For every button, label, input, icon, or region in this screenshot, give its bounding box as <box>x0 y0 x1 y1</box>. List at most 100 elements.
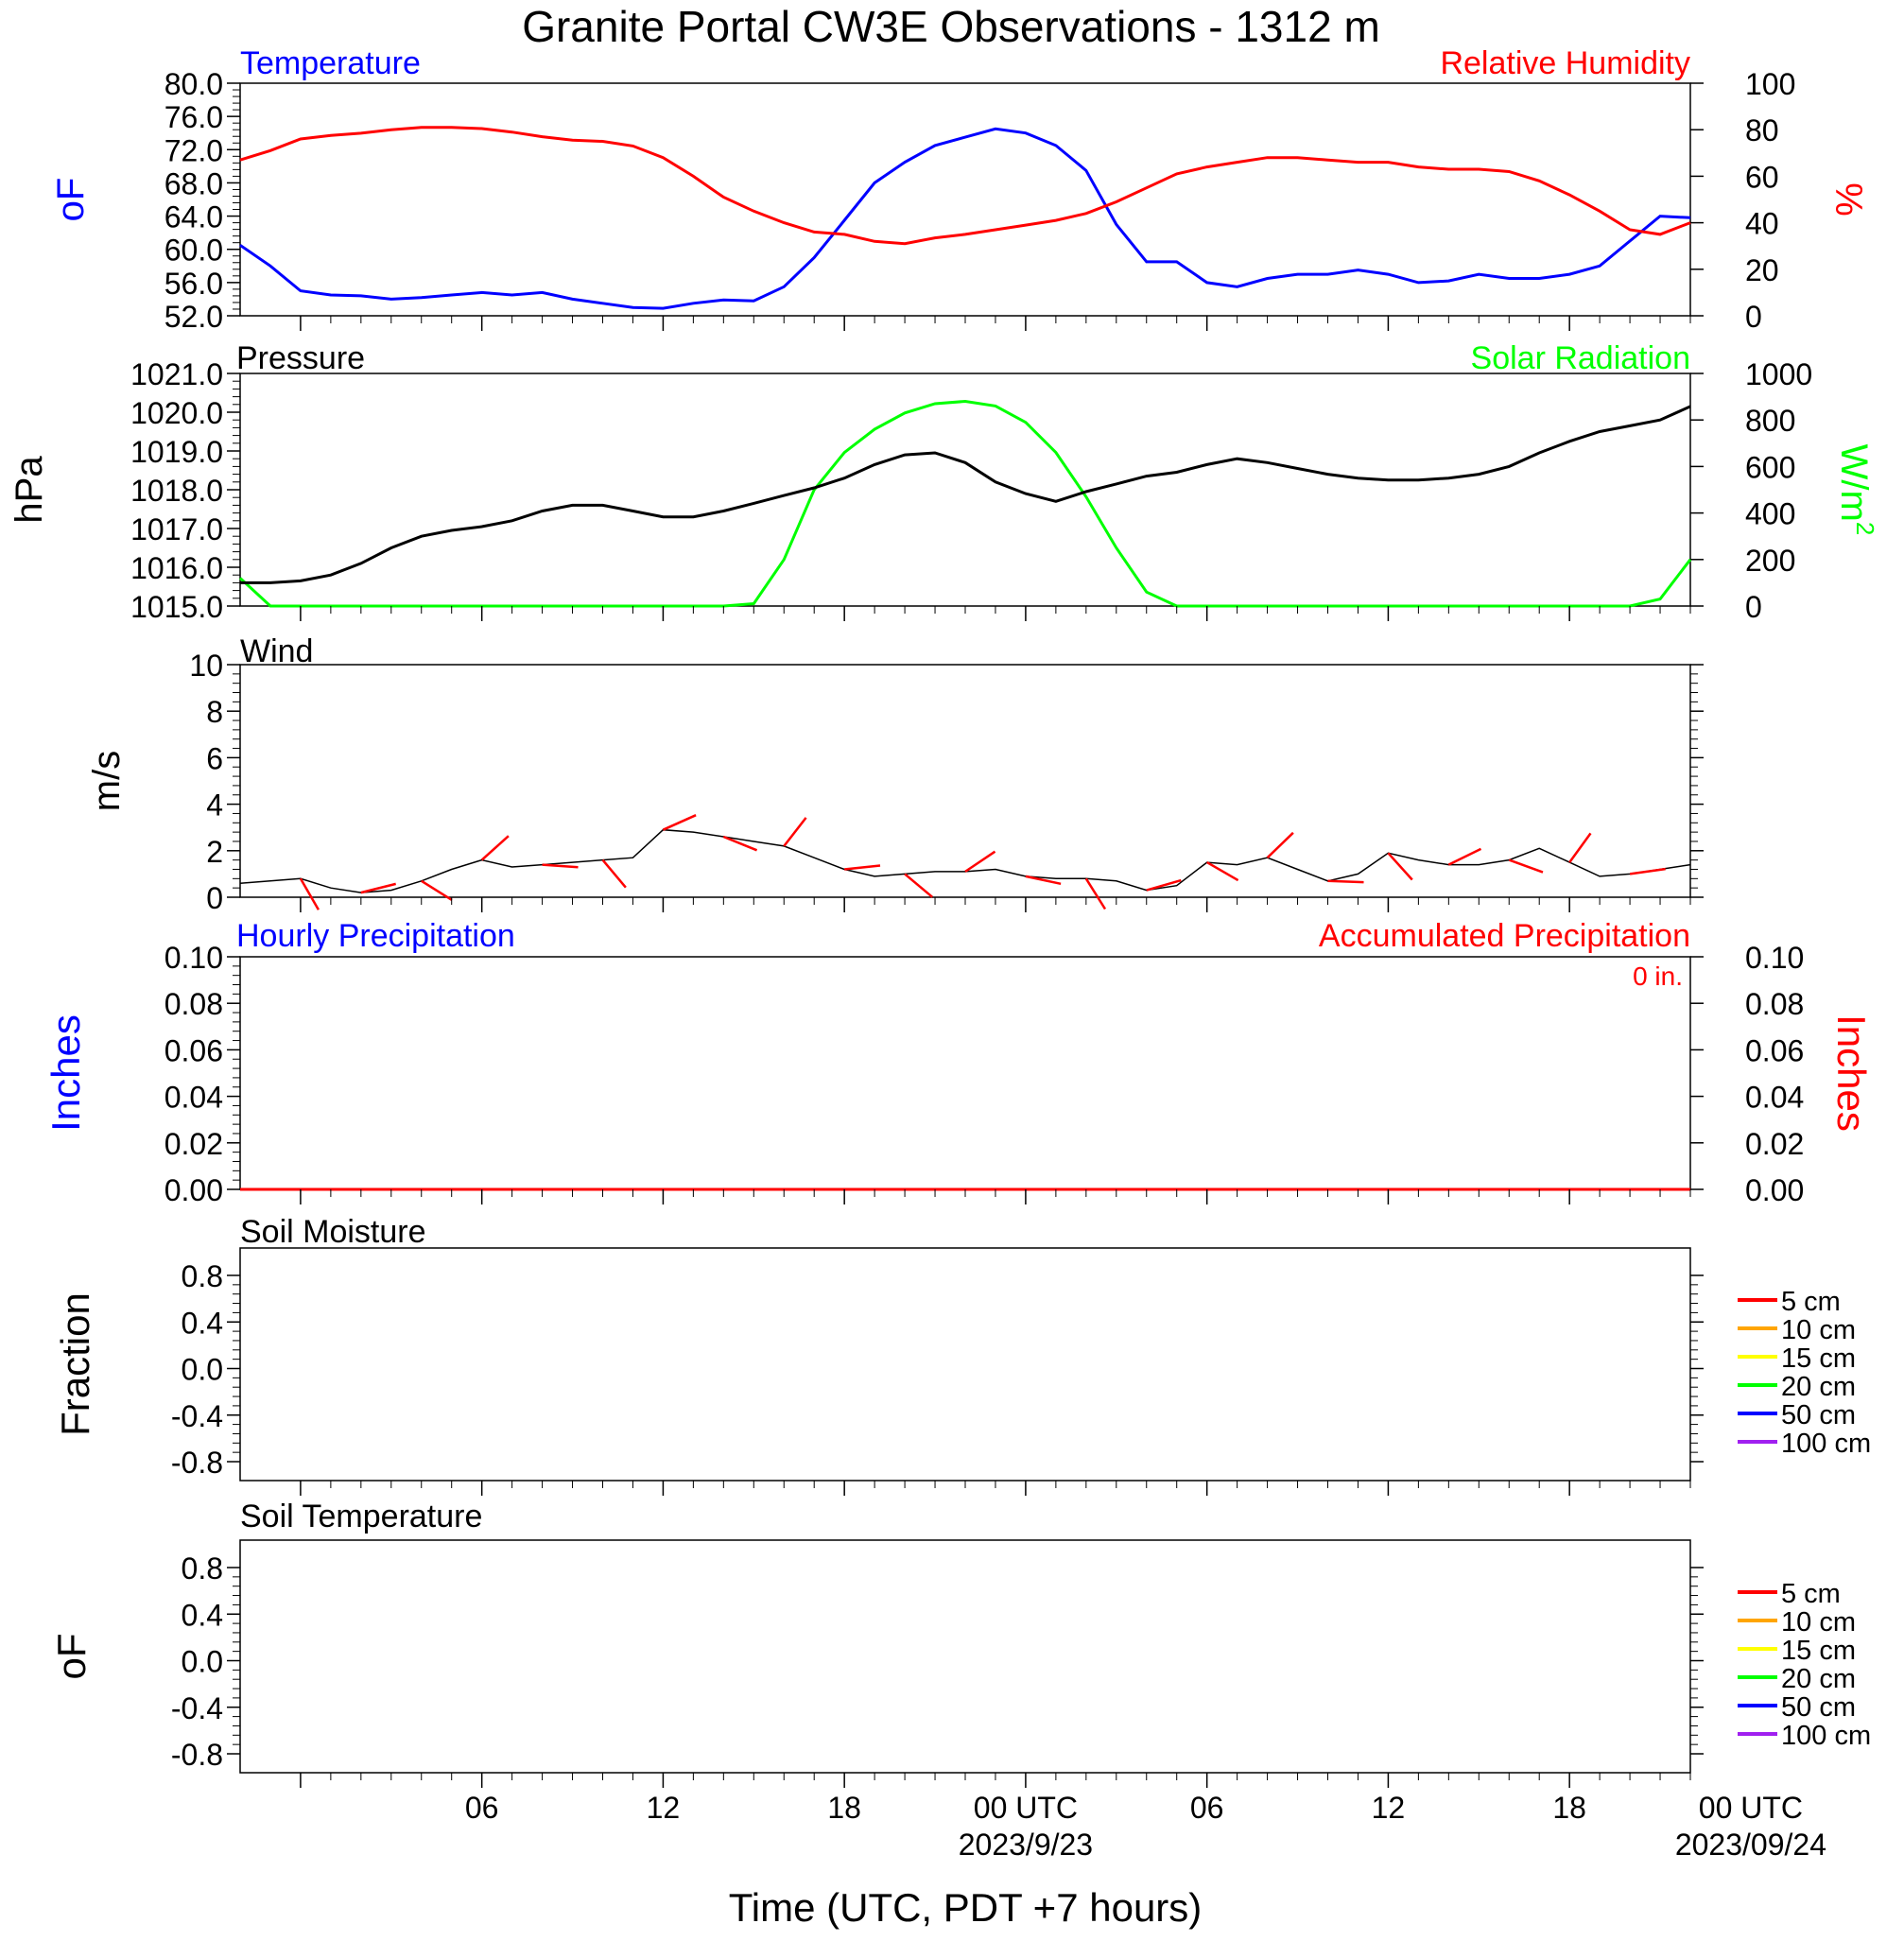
y2-tick-label: 1000 <box>1745 357 1812 391</box>
wind-barb <box>662 814 697 831</box>
y-tick-label: -0.8 <box>171 1738 223 1772</box>
y-tick-label: 0.4 <box>182 1306 223 1340</box>
soil-moisture-tick-labels: -0.8 -0.4 0.0 0.4 0.8 <box>171 1259 1704 1480</box>
soil-temp-title: Soil Temperature <box>240 1499 482 1534</box>
soil-moisture-panel: Soil Moisture Fraction -0.8 -0.4 0.0 0.4 0.8… <box>53 1214 1871 1482</box>
y-tick-label: 4 <box>206 789 223 823</box>
solar-unit-exponent: 2 <box>1851 522 1879 535</box>
x-tick-label: 06 <box>1190 1791 1224 1825</box>
wind-title: Wind <box>240 633 313 669</box>
y-tick-label: -0.4 <box>171 1691 223 1725</box>
wind-direction-barbs <box>299 814 1666 910</box>
wind-unit: m/s <box>86 751 128 811</box>
accum-precip-title: Accumulated Precipitation <box>1319 918 1690 954</box>
hourly-precip-title: Hourly Precipitation <box>236 918 515 954</box>
wind-barb <box>299 877 320 910</box>
wind-panel: Wind m/s 0 2 4 6 8 10 <box>86 633 1704 915</box>
y-tick-label: 1020.0 <box>130 396 223 430</box>
y2-tick-label: 200 <box>1745 544 1795 578</box>
y2-tick-label: 0 <box>1745 300 1762 334</box>
y-tick-label: 0.00 <box>164 1173 223 1207</box>
y-tick-label: 10 <box>189 649 223 683</box>
y2-tick-label: 0.08 <box>1745 987 1804 1021</box>
y2-tick-label: 0.04 <box>1745 1081 1804 1115</box>
y-tick-label: 0.0 <box>182 1645 223 1679</box>
pressure-solar-frame <box>239 373 1691 607</box>
wind-barb <box>1629 867 1666 875</box>
precip-tick-labels: 0.00 0.02 0.04 0.06 0.08 0.10 0.00 0.02 0.04 0.06… <box>164 941 1805 1207</box>
y-tick-label: 0.8 <box>182 1259 223 1293</box>
y-tick-label: -0.4 <box>171 1399 223 1433</box>
y-tick-label: 0.0 <box>182 1353 223 1387</box>
soil-moisture-unit: Fraction <box>53 1292 97 1436</box>
pressure-title: Pressure <box>236 340 365 376</box>
accum-precip-unit: Inches <box>1829 1014 1874 1132</box>
wind-barb <box>1206 861 1239 882</box>
soil-temp-unit: oF <box>49 1633 94 1679</box>
legend-label: 10 cm <box>1781 1607 1856 1638</box>
y-tick-label: 0 <box>206 881 223 915</box>
y-tick-label: 0.02 <box>164 1127 223 1161</box>
wind-barb <box>421 879 453 901</box>
wind-barb <box>1327 879 1364 884</box>
pressure-solar-tick-labels: 1015.0 1016.0 1017.0 1018.0 1019.0 1020.0 1021… <box>130 357 1812 624</box>
wind-frame <box>239 664 1691 898</box>
legend-label: 15 cm <box>1781 1636 1856 1666</box>
pressure-unit: hPa <box>9 456 50 524</box>
legend-label: 15 cm <box>1781 1343 1856 1374</box>
humidity-series-line <box>239 126 1691 246</box>
y-tick-label: 1019.0 <box>130 435 223 469</box>
legend-label: 20 cm <box>1781 1664 1856 1694</box>
legend-label: 5 cm <box>1781 1579 1841 1609</box>
x-tick-label: 00 UTC <box>974 1791 1078 1825</box>
y2-tick-label: 0.10 <box>1745 941 1804 975</box>
solar-unit: W/m2 <box>1833 444 1879 536</box>
y-tick-label: 8 <box>206 695 223 729</box>
y-tick-label: 0.04 <box>164 1081 223 1115</box>
x-tick-label: 12 <box>1372 1791 1406 1825</box>
y-tick-label: 0.08 <box>164 987 223 1021</box>
y2-tick-label: 600 <box>1745 450 1795 484</box>
y-tick-label: 76.0 <box>164 100 223 134</box>
chart-title: Granite Portal CW3E Observations - 1312 … <box>522 2 1380 51</box>
humidity-title: Relative Humidity <box>1440 45 1690 81</box>
y-tick-label: 0.06 <box>164 1033 223 1067</box>
y-tick-label: 68.0 <box>164 166 223 200</box>
y2-tick-label: 20 <box>1745 253 1779 287</box>
y2-tick-label: 100 <box>1745 67 1795 101</box>
wind-barb <box>1084 877 1107 910</box>
wind-barb <box>1146 878 1182 892</box>
y-tick-label: 1016.0 <box>130 551 223 585</box>
x-axis-label: Time (UTC, PDT +7 hours) <box>729 1885 1203 1930</box>
y-tick-label: 0.10 <box>164 941 223 975</box>
wind-barb <box>1568 832 1592 863</box>
x-tick-label: 00 UTC <box>1699 1791 1803 1825</box>
legend-label: 100 cm <box>1781 1429 1871 1459</box>
pressure-series-line <box>240 405 1691 584</box>
legend-label: 20 cm <box>1781 1372 1856 1402</box>
wind-barb <box>480 835 510 861</box>
y-tick-label: 6 <box>206 741 223 775</box>
temp-rh-frame <box>239 82 1691 317</box>
wind-barb <box>601 858 627 889</box>
precip-panel: Hourly Precipitation Accumulated Precipi… <box>43 918 1874 1207</box>
time-axis-ticks <box>300 316 1691 1788</box>
y2-tick-label: 800 <box>1745 404 1795 438</box>
x-tick-date: 2023/9/23 <box>959 1828 1093 1862</box>
wind-barb <box>783 817 807 847</box>
temperature-series-line <box>239 127 1691 310</box>
legend-label: 50 cm <box>1781 1692 1856 1723</box>
hourly-precip-unit: Inches <box>43 1014 88 1132</box>
y2-tick-label: 40 <box>1745 207 1779 241</box>
y-tick-label: 60.0 <box>164 234 223 268</box>
temperature-title: Temperature <box>240 45 421 81</box>
wind-barb <box>904 873 934 898</box>
wind-barb <box>1387 852 1413 881</box>
accum-precip-total: 0 in. <box>1633 962 1683 991</box>
y-tick-label: 1018.0 <box>130 474 223 508</box>
humidity-unit: % <box>1827 182 1869 217</box>
y-tick-label: 2 <box>206 835 223 869</box>
y-tick-label: 1017.0 <box>130 512 223 546</box>
y2-tick-label: 80 <box>1745 113 1779 147</box>
